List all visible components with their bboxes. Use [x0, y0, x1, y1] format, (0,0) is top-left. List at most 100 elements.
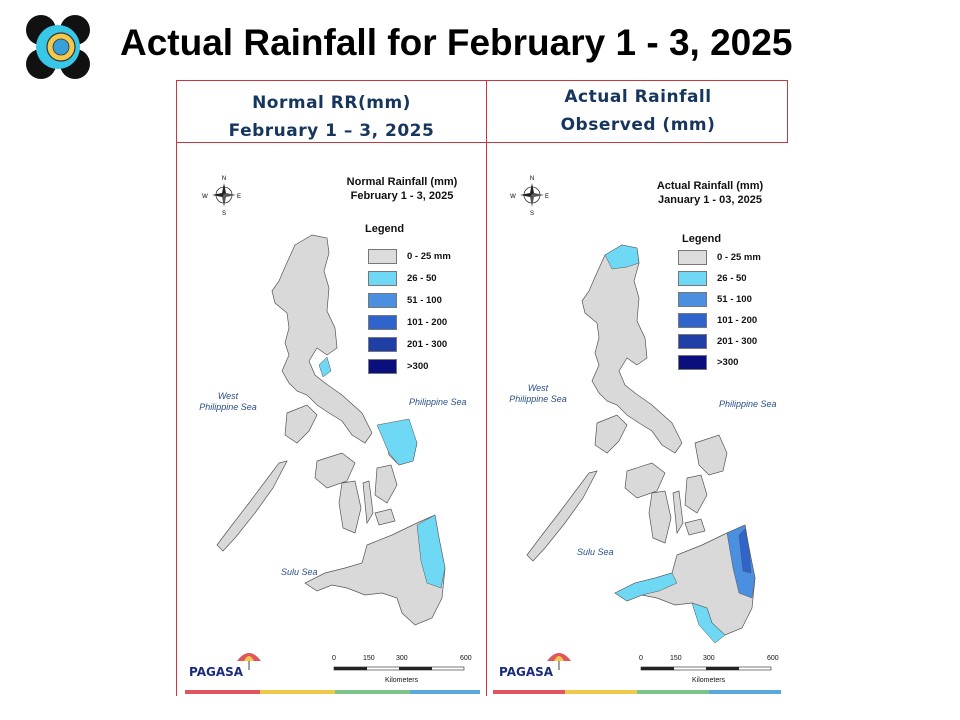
scale-bar: [333, 666, 465, 671]
umbrella-mascot-icon: [237, 653, 261, 670]
legend-item: 51 - 100: [368, 292, 442, 308]
northern-luzon-wet-zone: [604, 244, 640, 270]
scale-tick: 600: [460, 655, 472, 662]
legend-label: 26 - 50: [717, 272, 747, 284]
bohol-island: [684, 518, 706, 536]
compass-letter: E: [237, 194, 241, 200]
scale-unit: Kilometers: [692, 677, 726, 684]
comparison-frame: Normal RR(mm) February 1 – 3, 2025 Actua…: [176, 80, 788, 696]
footer-stripe-red: [185, 690, 260, 694]
compass-letter: W: [202, 194, 208, 200]
compass-letter: W: [510, 194, 516, 200]
cebu-island: [362, 480, 374, 525]
column-divider: [486, 81, 487, 695]
actual-rainfall-map: N S E W: [510, 176, 756, 644]
right-legend-title: Legend: [682, 233, 722, 245]
west-philippine-sea-label: West Philippine Sea: [197, 391, 259, 413]
right-map-title-line2: January 1 - 03, 2025: [658, 194, 762, 206]
caraga-heavy-zone: [738, 528, 752, 574]
legend-label: 101 - 200: [407, 316, 448, 328]
compass-letter: S: [222, 211, 226, 217]
panay-island: [314, 452, 356, 489]
umbrella-mascot-icon: [547, 653, 571, 670]
compass-letter: E: [545, 194, 549, 200]
scale-tick: 150: [670, 655, 682, 662]
panay-island: [624, 462, 666, 499]
west-sea-line1: West: [527, 383, 549, 393]
left-map-title-line2: February 1 - 3, 2025: [350, 190, 454, 202]
legend-item: 26 - 50: [368, 270, 437, 286]
sulu-sea-label: Sulu Sea: [281, 567, 318, 577]
legend-label: 201 - 300: [407, 338, 448, 350]
west-philippine-sea-label: West Philippine Sea: [507, 383, 569, 405]
compass-rose-icon: N S E W: [202, 176, 241, 217]
eastern-mindanao-wet-zone: [416, 514, 446, 589]
legend-item: 101 - 200: [368, 314, 447, 330]
southern-mindanao-wet-zone: [691, 602, 726, 644]
west-sea-line2: Philippine Sea: [509, 394, 567, 404]
left-header-line1: Normal RR(mm): [252, 93, 411, 113]
legend-item: 0 - 25 mm: [368, 248, 451, 264]
legend-label: 51 - 100: [407, 294, 442, 306]
palawan-island: [526, 470, 598, 562]
right-header-line2: Observed (mm): [560, 115, 716, 135]
left-legend-title: Legend: [365, 223, 405, 235]
palawan-island: [216, 460, 288, 552]
compass-letter: S: [530, 211, 534, 217]
scale-tick: 0: [332, 655, 336, 662]
mindoro-island: [284, 404, 318, 444]
west-sea-line2: Philippine Sea: [199, 402, 257, 412]
right-map-title: Actual Rainfall (mm) January 1 - 03, 202…: [645, 179, 775, 207]
luzon-island: [271, 234, 373, 444]
compass-letter: N: [222, 176, 226, 182]
normal-rainfall-map-panel: N S E W Normal Rainfall (mm): [177, 143, 486, 696]
legend-label: 0 - 25 mm: [407, 250, 451, 262]
cebu-island: [672, 490, 684, 535]
compass-rose-icon: N S E W: [510, 176, 549, 217]
legend-label: 26 - 50: [407, 272, 437, 284]
scale-tick: 0: [639, 655, 643, 662]
scale-unit: Kilometers: [385, 677, 419, 684]
legend-label: 0 - 25 mm: [717, 251, 761, 263]
bohol-island: [374, 508, 396, 526]
bicol-wet-zone: [376, 418, 418, 466]
western-mindanao-wet-zone: [614, 572, 678, 602]
footer-stripe-red: [493, 690, 565, 694]
right-header-line1: Actual Rainfall: [564, 87, 712, 107]
legend-item: 101 - 200: [678, 312, 757, 328]
right-column-header: Actual Rainfall Observed (mm): [487, 83, 789, 139]
negros-island: [338, 480, 362, 534]
scale-tick: 600: [767, 655, 779, 662]
footer-stripe-blue: [709, 690, 781, 694]
right-map-title-line1: Actual Rainfall (mm): [656, 180, 764, 192]
page-title: Actual Rainfall for February 1 - 3, 2025: [120, 22, 793, 63]
sulu-sea-label: Sulu Sea: [577, 547, 614, 557]
left-map-title: Normal Rainfall (mm) February 1 - 3, 202…: [337, 175, 467, 203]
mindoro-island: [594, 414, 628, 454]
header-divider: [177, 142, 787, 143]
legend-item: >300: [678, 354, 738, 370]
leyte-island: [684, 474, 708, 514]
legend-item: 0 - 25 mm: [678, 249, 761, 265]
normal-rainfall-map: N S E W: [202, 176, 446, 626]
luzon-island: [581, 244, 683, 454]
left-column-header: Normal RR(mm) February 1 – 3, 2025: [177, 87, 486, 145]
legend-item: 26 - 50: [678, 270, 747, 286]
legend-item: 201 - 300: [678, 333, 757, 349]
legend-label: >300: [407, 360, 429, 372]
philippine-sea-label: Philippine Sea: [719, 399, 777, 409]
pagasa-brand: PAGASA: [499, 665, 554, 679]
pagasa-brand: PAGASA: [189, 665, 244, 679]
quezon-wet-zone: [318, 356, 332, 378]
footer-stripe-green: [637, 690, 709, 694]
samar-island: [694, 434, 728, 476]
west-sea-line1: West: [217, 391, 239, 401]
left-map-title-line1: Normal Rainfall (mm): [346, 176, 458, 188]
scale-tick: 150: [363, 655, 375, 662]
legend-label: 51 - 100: [717, 293, 752, 305]
compass-letter: N: [530, 176, 534, 182]
legend-item: 51 - 100: [678, 291, 752, 307]
pagasa-logo: [25, 14, 91, 80]
left-header-line2: February 1 – 3, 2025: [228, 121, 435, 141]
legend-label: >300: [717, 356, 739, 368]
